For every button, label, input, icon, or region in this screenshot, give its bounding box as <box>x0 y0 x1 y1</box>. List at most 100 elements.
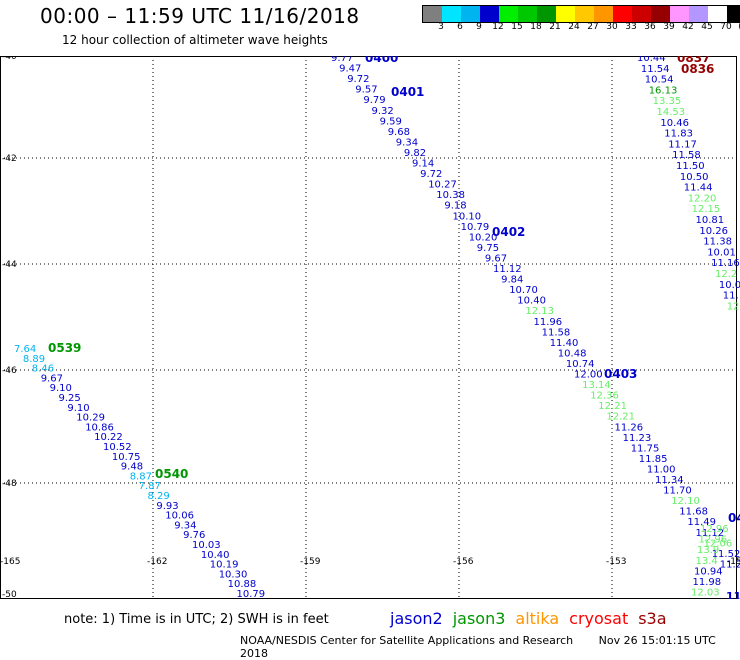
satellite-legend: jason2 jason3 altika cryosat s3a <box>390 609 677 628</box>
color-swatch-7 <box>556 6 575 22</box>
pass-time-label: 0539 <box>48 341 81 355</box>
color-scale-label: (ft) <box>738 22 740 32</box>
wave-height-value: 9.59 <box>380 116 402 127</box>
wave-height-value: 9.67 <box>41 373 63 384</box>
wave-height-value: 11.75 <box>631 443 660 454</box>
color-swatch-9 <box>594 6 613 22</box>
wave-height-value: 9.48 <box>121 462 143 473</box>
color-scale-label: 21 <box>549 22 561 32</box>
wave-height-value: 12.15 <box>692 204 721 215</box>
wave-height-value: 9.72 <box>347 74 369 85</box>
wave-height-value: 10.38 <box>436 190 465 201</box>
wave-height-value: 11.26 <box>615 422 644 433</box>
wave-height-value: 10.48 <box>558 348 587 359</box>
color-scale-label: 36 <box>644 22 656 32</box>
pass-time-label: 0401 <box>391 85 424 99</box>
wave-height-value: 9.47 <box>339 64 361 75</box>
wave-height-value: 10.52 <box>103 442 132 453</box>
page-title: 00:00 – 11:59 UTC 11/16/2018 <box>40 4 360 28</box>
wave-height-value: 9.76 <box>183 530 205 541</box>
wave-height-value: 9.14 <box>412 159 434 170</box>
wave-height-value: 10.27 <box>428 180 457 191</box>
wave-height-value: 10.88 <box>228 579 257 590</box>
wave-height-value: 9.10 <box>50 383 72 394</box>
wave-height-value: 11.70 <box>663 486 692 497</box>
altimeter-map: -40 -42 -44 -46 -48 -50 -165 -162 -159 -156 -153 -1… <box>0 56 740 599</box>
color-scale-label: 3 <box>438 22 444 32</box>
wave-height-value: 12.06 <box>704 538 733 549</box>
wave-height-value: 13.4 <box>696 556 718 567</box>
color-scale-label: 30 <box>606 22 618 32</box>
wave-height-value: 12.21 <box>606 412 635 423</box>
latitude-label: -42 <box>2 154 17 164</box>
wave-height-value: 12.96 <box>699 535 728 546</box>
wave-height-value: 12.36 <box>590 391 619 402</box>
latitude-label: -46 <box>2 366 17 376</box>
wave-height-value: 8.87 <box>130 471 152 482</box>
wave-height-value: 11.38 <box>703 237 732 248</box>
color-swatch-3 <box>480 6 499 22</box>
pass-time-label: 0837 <box>677 56 710 65</box>
wave-height-value: 9.67 <box>485 253 507 264</box>
color-scale-label: 12 <box>492 22 504 32</box>
wave-height-value: 12 <box>727 301 740 312</box>
color-swatch-11 <box>632 6 651 22</box>
wave-height-value: 10.70 <box>509 285 538 296</box>
color-scale-label: 42 <box>682 22 694 32</box>
color-scale-label: 15 <box>511 22 523 32</box>
map-border <box>0 56 737 599</box>
wave-height-value: 11.98 <box>693 577 722 588</box>
latitude-label: -40 <box>2 56 17 62</box>
wave-height-value: 11.23 <box>623 433 652 444</box>
longitude-label: -150 <box>727 557 740 567</box>
wave-height-value: 7.87 <box>139 481 161 492</box>
pass-time-label: 04 <box>728 511 740 525</box>
wave-height-value: 12.03 <box>691 588 720 599</box>
wave-height-value: 10.29 <box>76 413 105 424</box>
wave-height-value: 10.30 <box>219 569 248 580</box>
wave-height-value: 10.22 <box>94 432 123 443</box>
wave-height-value: 14.53 <box>657 107 686 118</box>
wave-height-value: 10.94 <box>694 566 723 577</box>
wave-height-value: 7.64 <box>14 344 36 355</box>
wave-height-value: 11.00 <box>647 464 676 475</box>
wave-height-value: 9.77 <box>331 56 353 64</box>
pass-time-label: 0402 <box>492 225 525 239</box>
color-swatch-1 <box>442 6 461 22</box>
wave-height-value: 10.03 <box>192 540 221 551</box>
latitude-label: -44 <box>2 260 17 270</box>
wave-height-value: 11.52 <box>712 549 740 560</box>
wave-height-value: 9.34 <box>174 520 196 531</box>
wave-height-value: 11.54 <box>641 64 670 75</box>
color-scale-label: 33 <box>625 22 637 32</box>
wave-height-value: 11.58 <box>542 327 571 338</box>
wave-height-value: 10.10 <box>453 211 482 222</box>
wave-height-value: 10.26 <box>699 226 728 237</box>
credit-text: NOAA/NESDIS Center for Satellite Applica… <box>240 634 574 647</box>
pass-time-label: 11 <box>726 590 740 599</box>
pass-time-label: 0540 <box>155 467 188 481</box>
page-subtitle: 12 hour collection of altimeter wave hei… <box>62 33 328 47</box>
color-scale-label: 70 <box>720 22 732 32</box>
longitude-label: -165 <box>0 557 20 567</box>
wave-height-value: 11. <box>723 291 739 302</box>
color-swatch-4 <box>499 6 518 22</box>
wave-height-value: 10.54 <box>645 75 674 86</box>
wave-height-value: 10.75 <box>112 452 141 463</box>
wave-height-value: 9.18 <box>444 201 466 212</box>
wave-height-value: 10.40 <box>517 296 546 307</box>
color-swatch-8 <box>575 6 594 22</box>
wave-height-value: 10.06 <box>165 511 194 522</box>
wave-height-value: 9.75 <box>477 243 499 254</box>
wave-height-value: 10.20 <box>469 232 498 243</box>
wave-height-value: 9.25 <box>59 393 81 404</box>
wave-height-value: 9.68 <box>388 127 410 138</box>
satellite-legend-cryosat: cryosat <box>569 609 629 628</box>
latitude-label: -48 <box>2 479 17 489</box>
color-scale-label: 45 <box>701 22 713 32</box>
wave-height-value: 11.58 <box>672 150 701 161</box>
color-swatch-13 <box>670 6 689 22</box>
wave-height-value: 9.84 <box>501 275 523 286</box>
color-scale-label: 6 <box>457 22 463 32</box>
wave-height-value: 10.74 <box>566 359 595 370</box>
